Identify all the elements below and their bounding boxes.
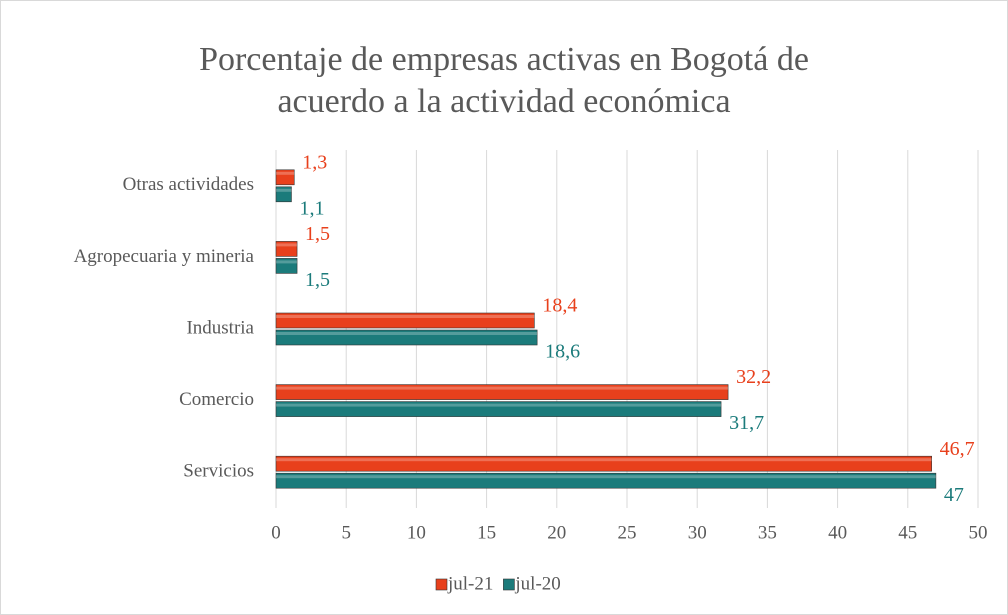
bar: [275, 258, 298, 274]
legend-label: jul-21: [447, 573, 493, 594]
bar-highlight: [276, 260, 298, 264]
x-tick-label: 35: [758, 522, 777, 543]
data-label: 46,7: [940, 438, 975, 460]
bar-highlight: [276, 188, 292, 192]
chart-title: acuerdo a la actividad económica: [277, 83, 730, 120]
bar: [275, 169, 295, 186]
data-label: 1,1: [299, 197, 324, 219]
legend-label: jul-20: [514, 573, 560, 594]
legend-swatch: [435, 578, 448, 591]
data-label: 47: [944, 484, 964, 506]
y-tick-label: Servicios: [183, 461, 254, 482]
x-tick-label: 15: [477, 522, 496, 543]
x-tick-label: 50: [969, 522, 988, 543]
data-label: 32,2: [736, 366, 771, 388]
x-tick-label: 10: [407, 522, 426, 543]
data-label: 1,3: [302, 151, 327, 173]
x-tick-label: 25: [618, 522, 637, 543]
bar-highlight: [276, 403, 722, 407]
bar-highlight: [276, 332, 538, 335]
data-label: 31,7: [729, 412, 764, 434]
x-tick-label: 40: [828, 522, 847, 543]
legend-swatch: [503, 578, 515, 591]
y-tick-label: Otras actividades: [123, 174, 254, 195]
bar-highlight: [276, 171, 295, 175]
data-label: 18,4: [542, 295, 577, 317]
x-tick-label: 45: [898, 522, 917, 543]
bar-highlight: [276, 315, 535, 318]
x-tick-label: 30: [688, 522, 707, 543]
bar: [275, 241, 298, 257]
data-label: 1,5: [305, 269, 330, 291]
bar-highlight: [276, 386, 729, 390]
bar: [275, 329, 538, 346]
bar-highlight: [276, 458, 932, 462]
y-tick-label: Industria: [186, 317, 254, 338]
y-tick-label: Comercio: [179, 389, 254, 410]
bar: [275, 186, 292, 203]
bar-highlight: [276, 475, 936, 479]
x-tick-label: 20: [547, 522, 566, 543]
data-label: 1,5: [305, 223, 330, 245]
x-tick-label: 5: [341, 522, 351, 543]
bar: [275, 401, 722, 417]
chart-title: Porcentaje de empresas activas en Bogotá…: [199, 41, 809, 78]
bar: [275, 312, 535, 329]
x-tick-label: 0: [271, 522, 281, 543]
y-tick-label: Agropecuaria y mineria: [74, 246, 255, 267]
bar: [275, 472, 937, 489]
data-label: 18,6: [545, 341, 580, 363]
bar-highlight: [276, 243, 298, 247]
bar: [275, 455, 932, 472]
bar: [275, 384, 729, 400]
